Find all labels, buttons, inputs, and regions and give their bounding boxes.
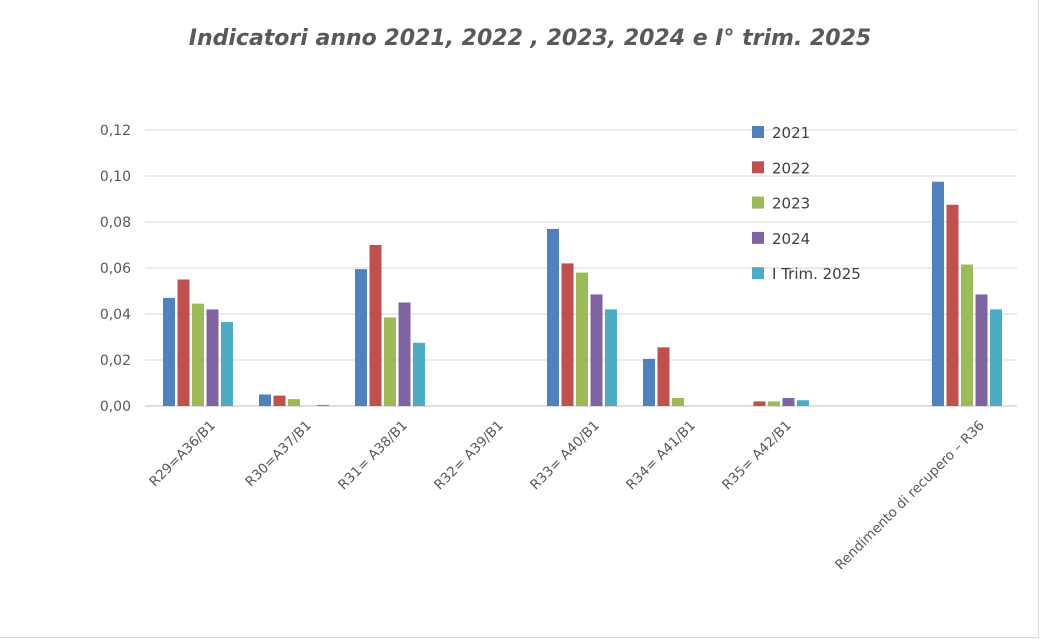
bar: [288, 399, 300, 406]
bar: [797, 400, 809, 406]
y-tick-label: 0,08: [100, 215, 131, 231]
x-category-label: R30=A37/B1: [242, 418, 315, 491]
bar: [576, 272, 588, 406]
bar: [206, 309, 219, 406]
bar: [273, 395, 286, 406]
bar: [932, 181, 944, 406]
x-category-label: R34= A41/B1: [623, 418, 699, 494]
bar: [259, 394, 271, 406]
chart-title: Indicatori anno 2021, 2022 , 2023, 2024 …: [188, 26, 872, 51]
legend: 2021 2022 2023 2024 I Trim. 2025: [752, 124, 861, 283]
y-tick-label: 0,02: [100, 353, 131, 369]
legend-label: 2023: [772, 195, 810, 213]
y-axis-ticks: 0,00 0,02 0,04 0,06 0,08 0,10 0,12: [100, 123, 131, 415]
x-category-label: R35= A42/B1: [719, 418, 795, 494]
bar: [990, 309, 1002, 406]
bar: [975, 294, 988, 406]
legend-label: 2024: [772, 230, 810, 248]
bar: [643, 358, 655, 406]
x-category-label: R33= A40/B1: [527, 418, 603, 494]
x-category-label: R31= A38/B1: [335, 418, 411, 494]
bar: [657, 347, 670, 406]
bar: [317, 404, 329, 406]
legend-swatch: [752, 161, 764, 174]
bar: [192, 303, 204, 406]
bar: [369, 245, 382, 406]
bar: [163, 297, 175, 406]
legend-swatch: [752, 126, 764, 138]
x-category-label: R29=A36/B1: [146, 418, 219, 491]
legend-swatch: [752, 231, 764, 244]
legend-label: 2022: [772, 159, 810, 177]
legend-swatch: [752, 196, 764, 209]
bar: [946, 204, 959, 406]
bar: [782, 397, 795, 406]
x-category-label: Rendimento di recupero – R36: [832, 418, 988, 574]
legend-label: 2021: [772, 124, 810, 142]
bar: [961, 264, 973, 406]
y-tick-label: 0,06: [100, 261, 131, 277]
bar: [672, 397, 684, 406]
y-tick-label: 0,12: [100, 123, 131, 139]
bar: [355, 269, 367, 406]
bar: [221, 322, 233, 406]
legend-swatch: [752, 267, 764, 280]
bar: [590, 294, 603, 406]
bar: [768, 401, 780, 406]
y-tick-label: 0,00: [100, 399, 131, 415]
bar: [384, 317, 396, 406]
bar: [398, 302, 411, 406]
y-tick-label: 0,10: [100, 169, 131, 185]
y-tick-label: 0,04: [100, 307, 131, 323]
x-category-label: R32= A39/B1: [431, 418, 507, 494]
bar: [413, 342, 425, 406]
bar: [753, 401, 766, 406]
bars: [163, 181, 1002, 406]
x-axis-categories: R29=A36/B1 R30=A37/B1 R31= A38/B1 R32= A39/…: [146, 418, 988, 574]
legend-label: I Trim. 2025: [772, 265, 861, 283]
bar: [561, 263, 574, 406]
bar: [547, 228, 559, 406]
bar: [177, 279, 190, 406]
bar: [605, 309, 617, 406]
